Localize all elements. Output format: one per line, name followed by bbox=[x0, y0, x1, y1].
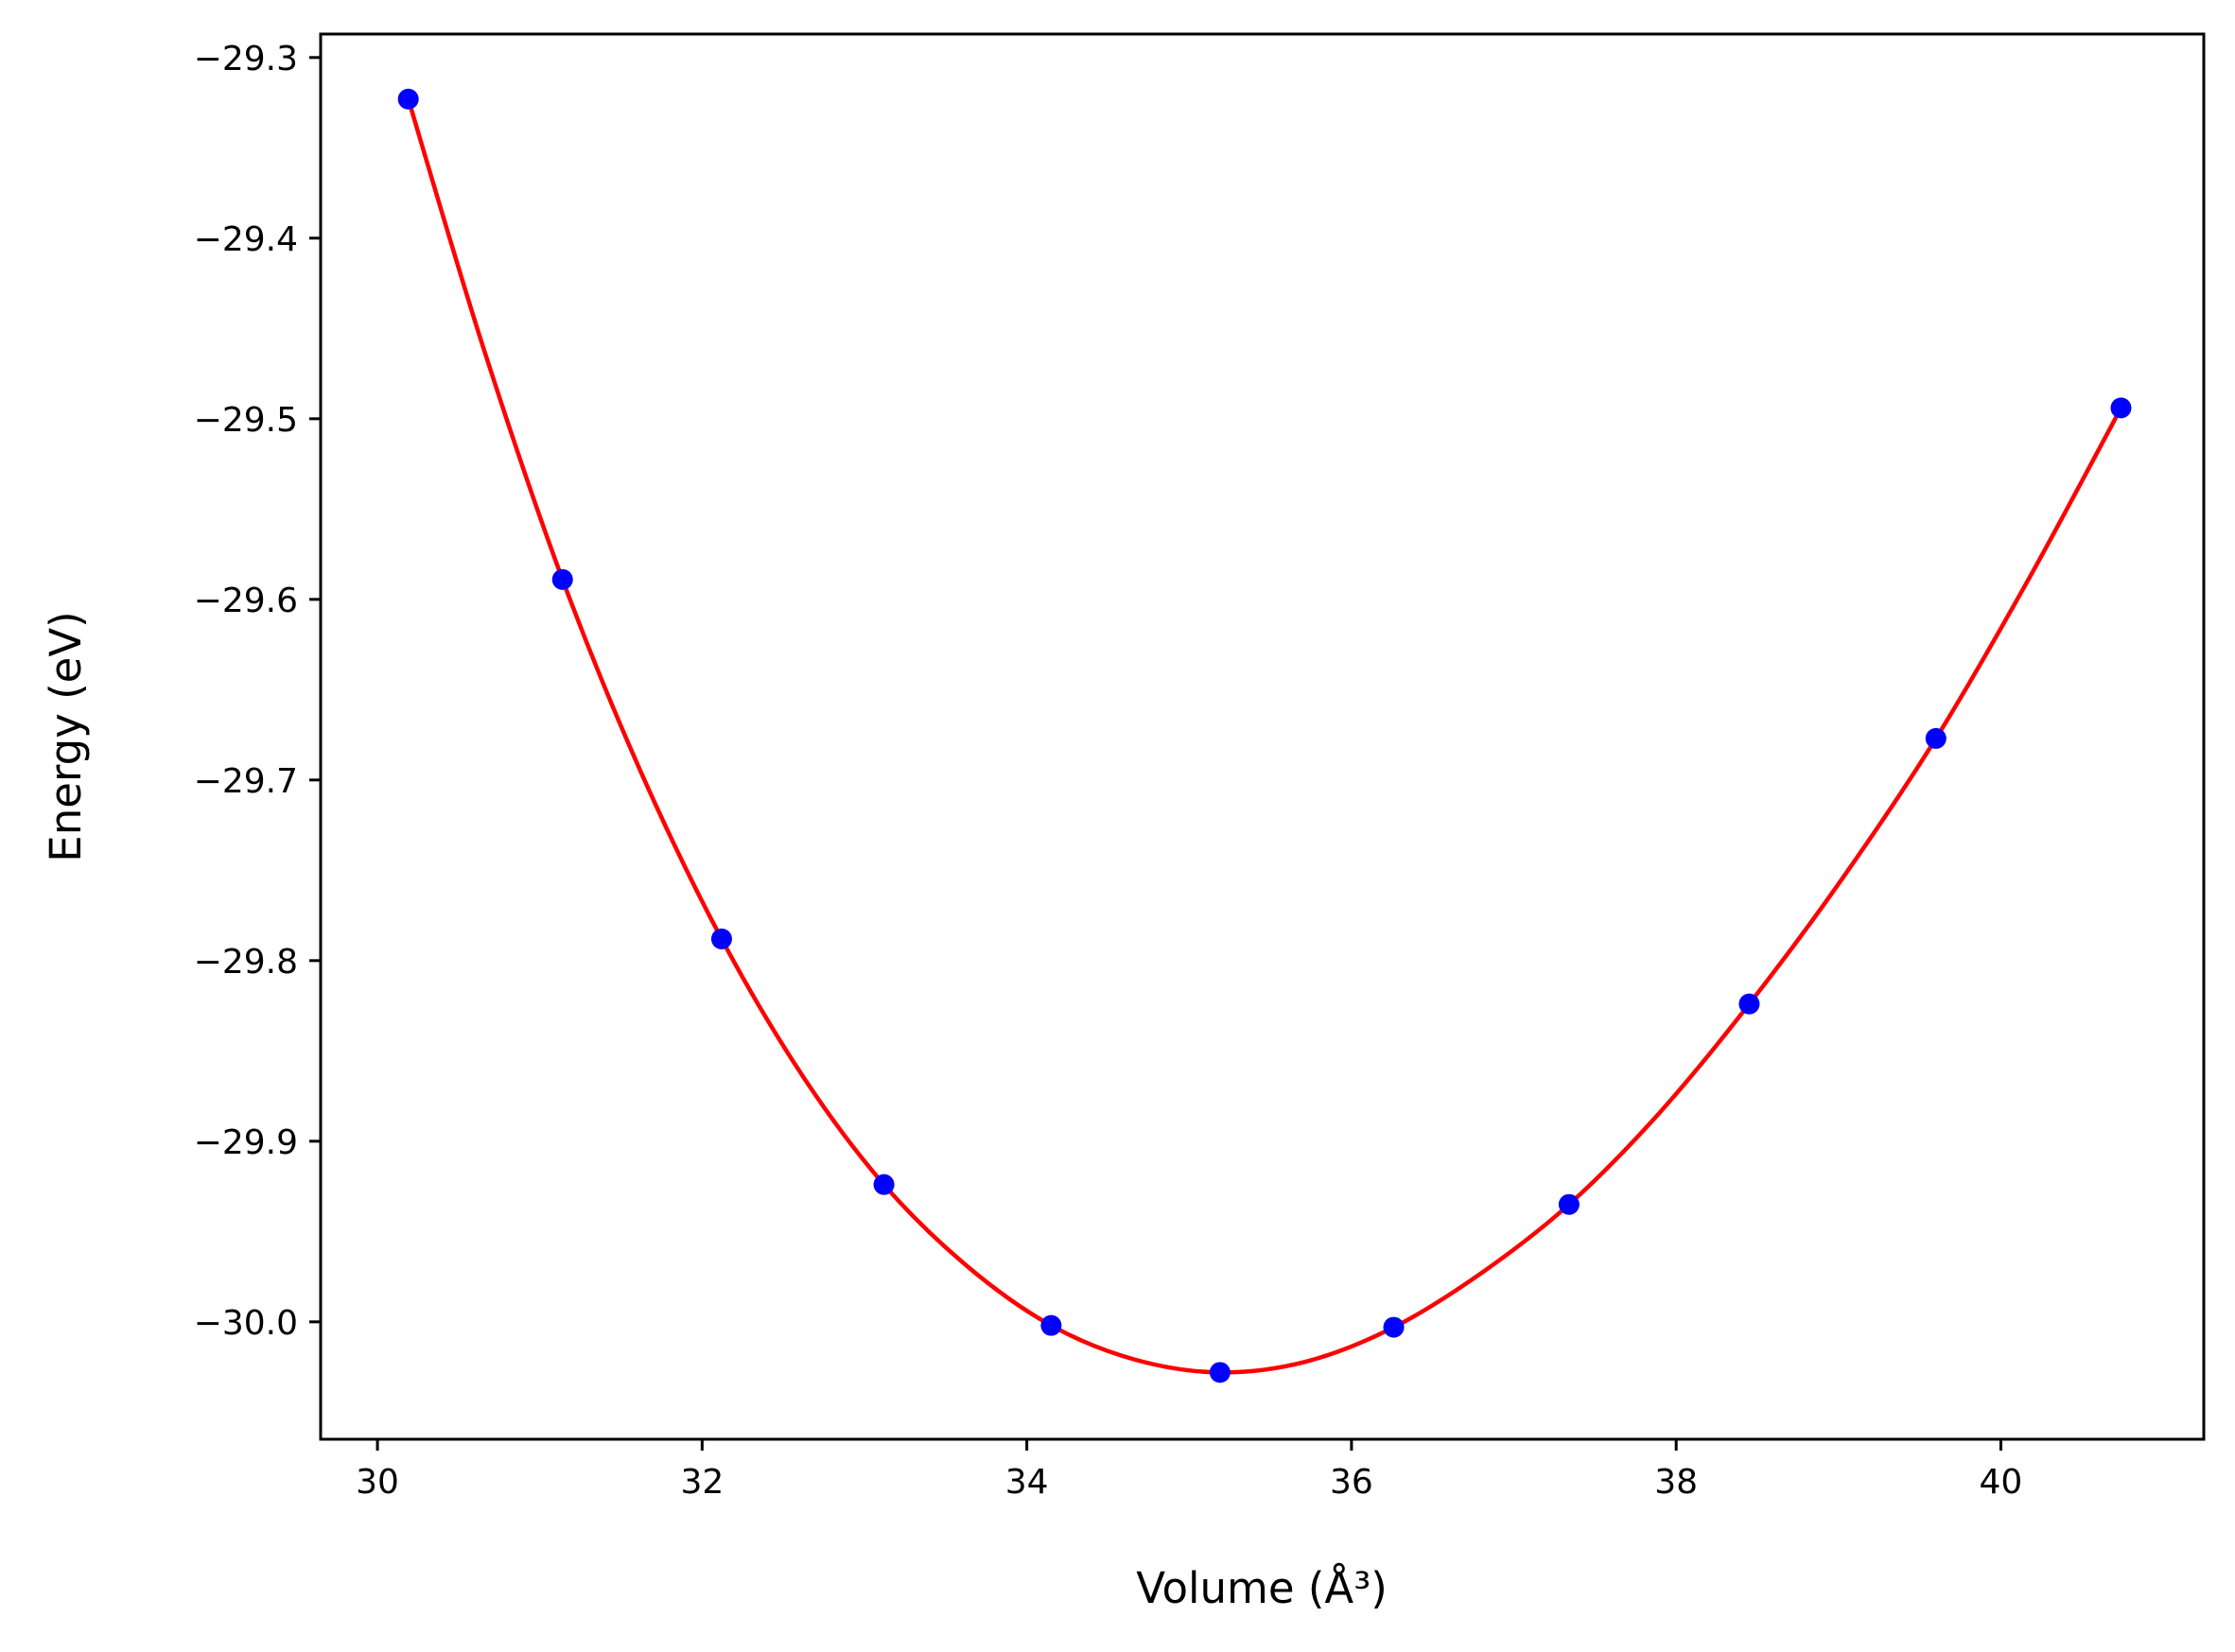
x-tick-label: 30 bbox=[356, 1463, 399, 1502]
plot-frame bbox=[319, 32, 2206, 1441]
x-tick-label: 34 bbox=[1005, 1463, 1049, 1502]
x-tick-label: 32 bbox=[680, 1463, 724, 1502]
x-tick-label: 40 bbox=[1980, 1463, 2023, 1502]
y-tick-label: −29.9 bbox=[194, 1123, 298, 1162]
data-point bbox=[1738, 993, 1760, 1015]
data-point bbox=[551, 568, 573, 590]
data-point bbox=[873, 1174, 895, 1195]
data-point bbox=[1925, 727, 1947, 749]
y-tick-label: −30.0 bbox=[194, 1304, 298, 1343]
plot-content bbox=[397, 88, 2132, 1383]
x-axis: 30 32 34 36 38 40 bbox=[356, 1439, 2022, 1502]
data-point bbox=[397, 88, 419, 110]
y-tick-label: −29.8 bbox=[194, 943, 298, 982]
data-point bbox=[1558, 1193, 1580, 1215]
y-tick-label: −29.7 bbox=[194, 762, 298, 801]
y-axis-label: Energy (eV) bbox=[41, 611, 91, 861]
x-tick-label: 38 bbox=[1654, 1463, 1698, 1502]
x-tick-label: 36 bbox=[1330, 1463, 1373, 1502]
x-axis-label: Volume (Å³) bbox=[1136, 1563, 1388, 1613]
data-point bbox=[2110, 397, 2132, 419]
y-axis: −30.0 −29.9 −29.8 −29.7 −29.6 −29.5 −29.4 −29.3 bbox=[194, 40, 321, 1343]
data-point bbox=[1383, 1316, 1405, 1338]
fit-curve-line bbox=[406, 98, 2123, 1375]
y-tick-label: −29.4 bbox=[194, 220, 298, 259]
data-point bbox=[1209, 1362, 1231, 1383]
y-tick-label: −29.6 bbox=[194, 582, 298, 620]
y-tick-label: −29.5 bbox=[194, 401, 298, 440]
y-tick-label: −29.3 bbox=[194, 40, 298, 78]
data-point bbox=[710, 928, 732, 949]
data-point bbox=[1040, 1314, 1062, 1336]
